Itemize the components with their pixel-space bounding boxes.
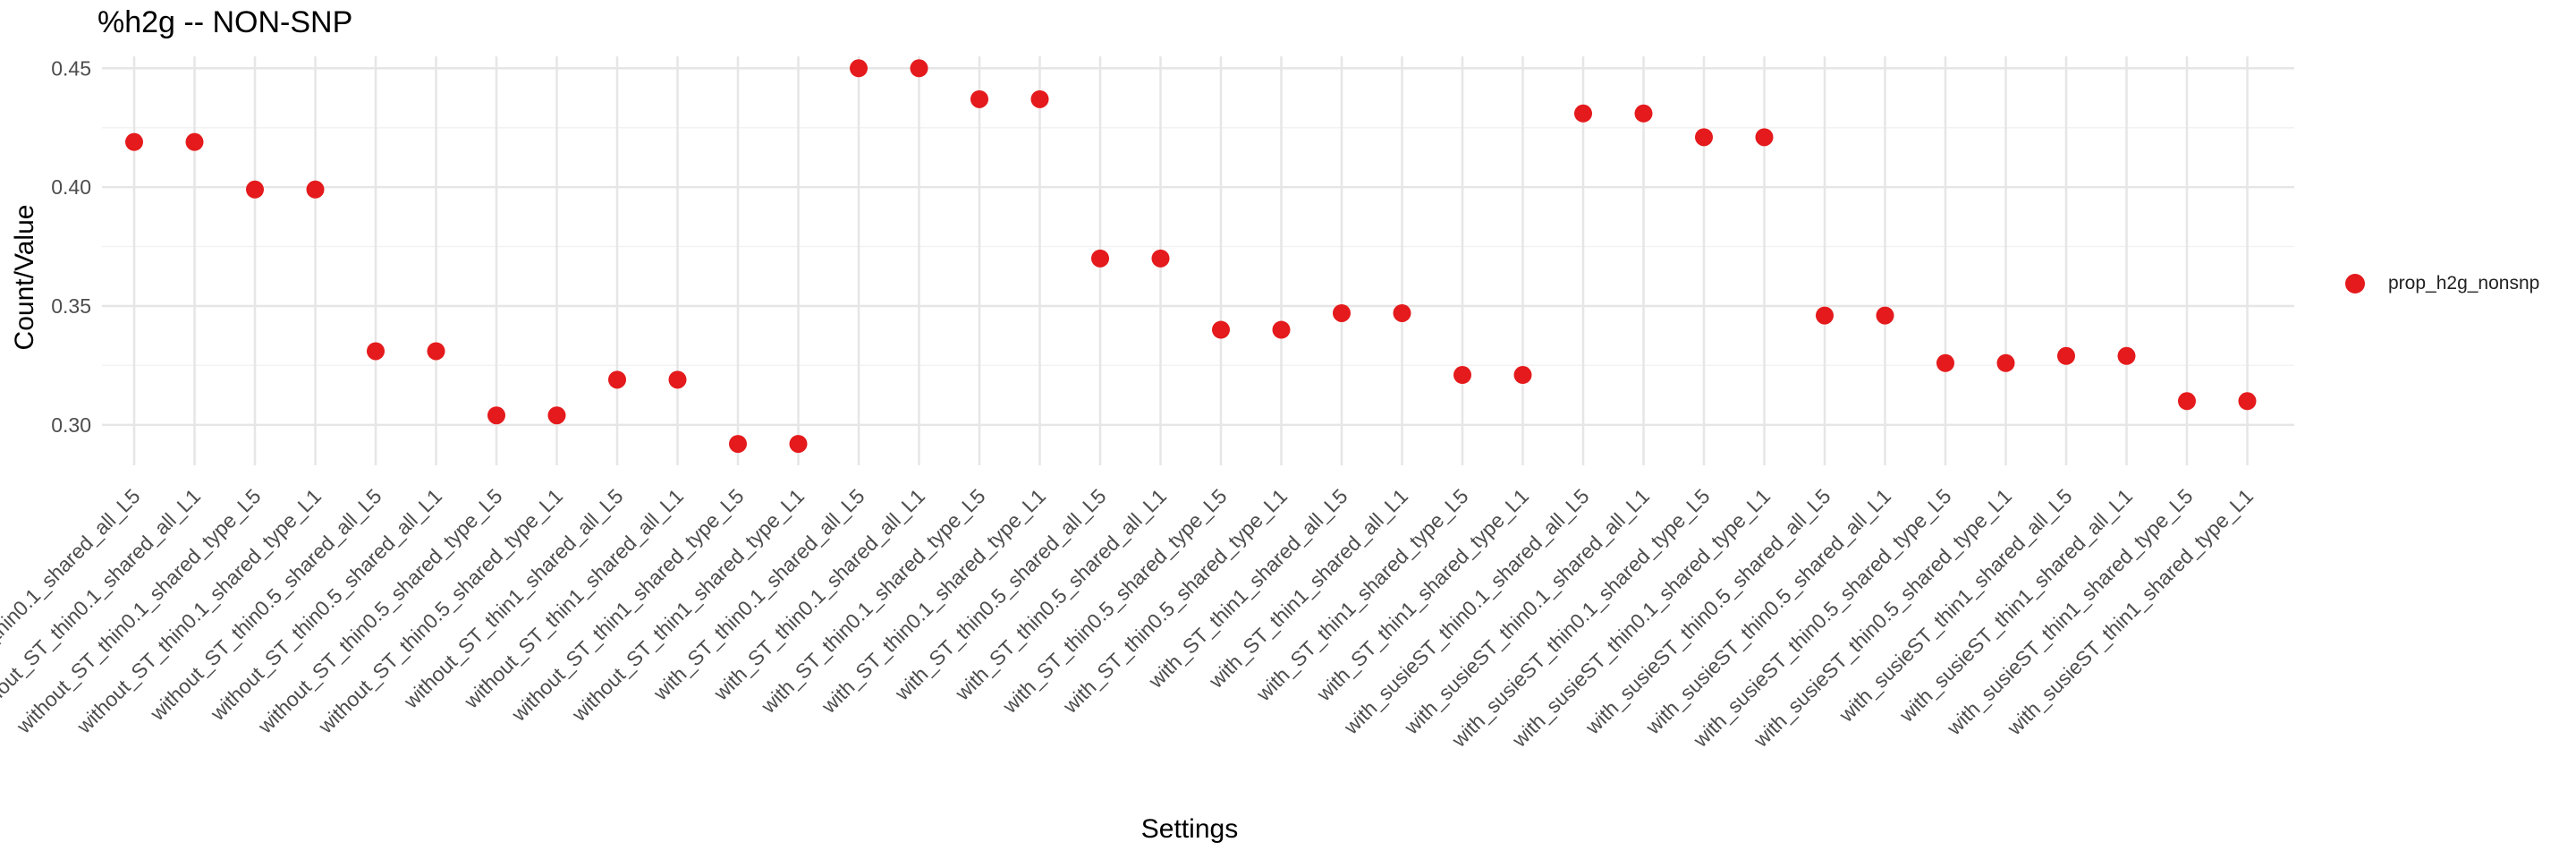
data-point (1876, 306, 1894, 325)
data-point (1816, 306, 1834, 325)
data-point (1513, 366, 1532, 385)
x-axis: without_ST_thin0.1_shared_all_L5without_… (0, 484, 2258, 752)
data-point (1393, 303, 1411, 322)
data-point (2178, 392, 2196, 411)
data-point (1272, 320, 1291, 339)
y-tick-label: 0.45 (51, 56, 91, 80)
data-point (608, 370, 626, 389)
data-point (125, 132, 143, 151)
legend-label: prop_h2g_nonsnp (2388, 273, 2540, 293)
data-point (367, 342, 385, 361)
data-point (668, 370, 687, 389)
data-point (246, 180, 264, 199)
data-point (487, 406, 505, 425)
data-point (2117, 346, 2136, 365)
data-point (970, 89, 988, 108)
data-point (2238, 392, 2257, 411)
data-point (729, 435, 747, 454)
chart-title: %h2g -- NON-SNP (97, 5, 353, 39)
y-axis-label: Count/Value (10, 205, 39, 351)
data-point (185, 132, 204, 151)
data-point (850, 59, 868, 78)
x-tick-label: with_ST_thin0.5_shared_type_L5 (997, 484, 1231, 718)
data-point (1453, 366, 1471, 385)
y-axis: 0.30 0.35 0.40 0.45 (51, 56, 91, 437)
data-point (789, 435, 808, 454)
data-point (1333, 303, 1351, 322)
data-points (125, 59, 2257, 454)
x-tick-label: without_ST_thin1_shared_all_L5 (399, 484, 628, 713)
data-point (1634, 104, 1653, 123)
y-tick-label: 0.35 (51, 294, 91, 318)
data-point (1574, 104, 1592, 123)
x-tick-label: without_ST_thin1_shared_all_L1 (459, 484, 688, 713)
data-point (1030, 89, 1049, 108)
data-point (1996, 353, 2015, 372)
data-point (1151, 249, 1170, 268)
data-point (427, 342, 445, 361)
data-point (1695, 128, 1713, 147)
x-axis-label: Settings (1140, 814, 1239, 844)
data-point (306, 180, 325, 199)
data-point (1212, 320, 1230, 339)
data-point (1755, 128, 1774, 147)
data-point (1091, 249, 1109, 268)
gridlines (102, 56, 2294, 465)
data-point (1936, 353, 1954, 372)
data-point (2057, 346, 2075, 365)
legend-key-prop-h2g-nonsnp (2345, 274, 2365, 293)
legend: prop_h2g_nonsnp (2334, 268, 2539, 300)
data-point (547, 406, 566, 425)
y-tick-label: 0.40 (51, 175, 91, 199)
data-point (910, 59, 928, 78)
y-tick-label: 0.30 (51, 413, 91, 437)
